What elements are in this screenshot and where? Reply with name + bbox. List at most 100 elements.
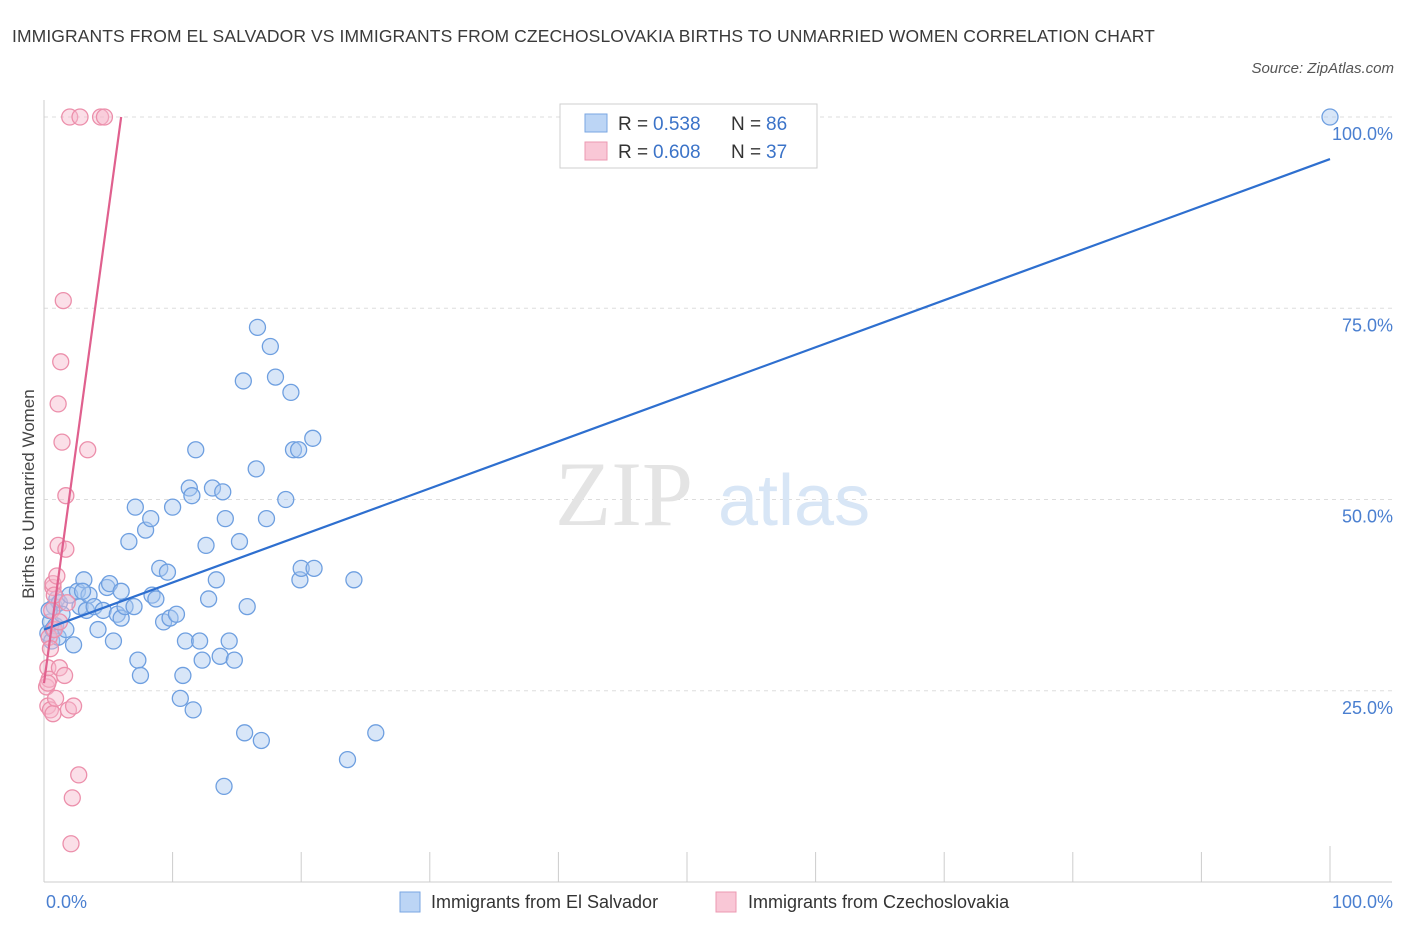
stats-r-label-blue: R = [618,114,648,135]
point-el-salvador-28 [125,597,143,616]
point-el-salvador-59 [225,651,243,669]
point-el-salvador-65 [248,318,267,337]
y-tick-label-0: 25.0% [1342,698,1393,718]
point-el-salvador-62 [235,724,254,742]
point-el-salvador-42 [171,689,189,708]
stats-r-value-pink: 0.608 [653,142,701,163]
point-el-salvador-72 [282,383,300,402]
point-el-salvador-47 [187,441,205,459]
point-el-salvador-46 [184,701,202,719]
stats-n-label-blue: N = [731,114,761,135]
x-tick-label-1: 100.0% [1332,892,1393,912]
y-tick-label-3: 100.0% [1332,124,1393,144]
point-el-salvador-73 [284,441,303,459]
data-points [37,108,1339,853]
stats-n-value-pink: 37 [766,142,787,163]
legend-label-pink: Immigrants from Czechoslovakia [748,892,1010,912]
point-el-salvador-80 [345,571,363,589]
trend-line-el-salvador [43,158,1331,631]
y-axis-label: Births to Unmarried Women [19,389,38,598]
point-el-salvador-84 [1321,108,1339,126]
point-czechoslovakia-24 [57,540,75,558]
point-czechoslovakia-19 [52,353,70,371]
point-czechoslovakia-13 [46,689,65,708]
point-el-salvador-44 [176,632,195,650]
trend-line-czechoslovakia [42,116,123,684]
stats-n-label-pink: N = [731,142,761,163]
stats-swatch-blue [584,113,608,133]
gridlines [44,116,1392,692]
legend-label-blue: Immigrants from El Salvador [431,892,658,912]
point-el-salvador-83 [112,582,130,600]
point-el-salvador-68 [257,509,276,528]
point-el-salvador-60 [230,532,249,551]
point-czechoslovakia-22 [55,666,74,685]
point-el-salvador-29 [126,498,144,516]
point-czechoslovakia-31 [70,766,88,784]
stats-legend-box: R = 0.538 N = 86 R = 0.608 N = 37 [559,103,818,169]
watermark-zip: ZIP [555,443,693,545]
point-el-salvador-69 [261,337,279,356]
point-el-salvador-43 [174,666,192,685]
point-el-salvador-58 [220,632,238,650]
trend-lines [42,116,1331,684]
point-el-salvador-12 [64,636,83,654]
point-el-salvador-51 [197,536,215,555]
point-czechoslovakia-10 [44,705,62,723]
point-el-salvador-30 [129,651,147,669]
point-el-salvador-53 [203,479,222,497]
y-tick-labels: 25.0% 50.0% 75.0% 100.0% [1332,124,1393,718]
point-el-salvador-71 [277,490,295,509]
point-czechoslovakia-34 [91,108,110,126]
chart-title: IMMIGRANTS FROM EL SALVADOR VS IMMIGRANT… [12,26,1155,46]
point-el-salvador-66 [247,460,265,478]
watermark: ZIP atlas [555,443,870,545]
point-el-salvador-77 [304,429,322,447]
stats-r-label-pink: R = [618,142,648,163]
point-czechoslovakia-21 [54,291,72,310]
point-el-salvador-33 [142,509,160,528]
point-czechoslovakia-28 [62,835,80,853]
point-el-salvador-48 [183,487,201,505]
point-el-salvador-50 [193,651,211,669]
point-el-salvador-81 [367,724,385,742]
point-el-salvador-54 [207,571,225,589]
point-el-salvador-70 [266,368,285,386]
point-czechoslovakia-33 [79,441,97,459]
point-el-salvador-35 [147,590,165,608]
point-el-salvador-27 [120,532,138,551]
point-el-salvador-49 [190,632,209,650]
stats-swatch-pink [584,141,608,161]
point-el-salvador-76 [292,559,310,577]
point-el-salvador-67 [252,731,270,750]
point-el-salvador-57 [216,509,234,528]
point-czechoslovakia-20 [53,433,71,451]
stats-r-value-blue: 0.538 [653,114,701,135]
legend-swatch-pink [715,891,737,913]
point-el-salvador-78 [305,559,323,577]
source-label: Source: ZipAtlas.com [1251,60,1394,77]
point-el-salvador-52 [199,590,218,608]
axes [43,100,1392,883]
point-el-salvador-63 [238,597,256,616]
y-tick-label-1: 50.0% [1342,507,1393,527]
point-el-salvador-55 [211,647,229,665]
x-tick-label-0: 0.0% [46,892,87,912]
point-el-salvador-61 [234,372,252,390]
point-el-salvador-56 [214,483,232,501]
point-el-salvador-79 [338,750,357,769]
point-el-salvador-64 [215,777,233,796]
point-el-salvador-23 [104,632,123,650]
watermark-atlas: atlas [718,461,870,541]
point-czechoslovakia-35 [95,108,114,126]
point-el-salvador-74 [289,441,308,459]
point-el-salvador-31 [131,666,150,685]
point-czechoslovakia-23 [57,487,75,505]
legend-swatch-blue [399,891,421,913]
point-el-salvador-41 [167,605,186,623]
point-el-salvador-38 [158,563,177,581]
point-czechoslovakia-32 [71,108,89,126]
point-czechoslovakia-25 [58,594,76,612]
point-czechoslovakia-16 [49,395,67,413]
